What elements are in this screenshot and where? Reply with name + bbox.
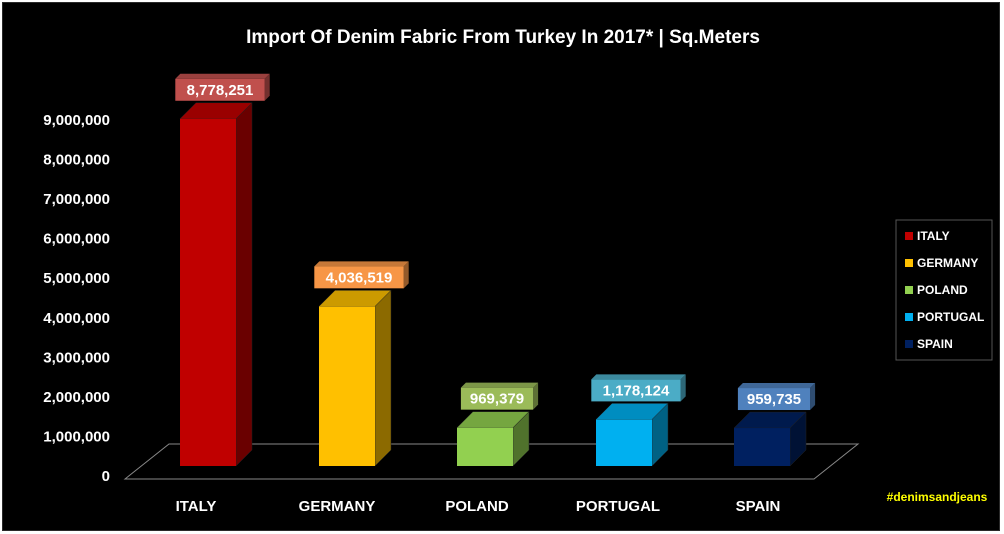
data-label-box: [460, 387, 534, 410]
data-label-poland: 969,379: [460, 382, 539, 410]
data-label-box-top: [314, 261, 409, 267]
bar-portugal: 1,178,124: [591, 374, 686, 467]
data-label-box: [737, 388, 811, 411]
bar-side-face: [235, 102, 253, 467]
y-tick-label: 7,000,000: [43, 191, 110, 208]
legend-entry: PORTUGAL: [917, 310, 984, 324]
bar-poland: 969,379: [456, 382, 539, 467]
y-tick-label: 4,000,000: [43, 310, 110, 327]
data-label-box: [175, 78, 265, 101]
data-label-text: 8,778,251: [187, 82, 254, 99]
data-label-box: [314, 266, 404, 289]
y-tick-label: 0: [102, 468, 110, 485]
legend-swatch: [905, 232, 913, 240]
data-label-box-edge: [680, 374, 686, 402]
chart-title: Import Of Denim Fabric From Turkey In 20…: [246, 27, 760, 48]
legend: ITALY GERMANY POLAND PORTUGAL SPAIN: [895, 219, 993, 361]
bar-italy: 8,778,251: [175, 73, 270, 467]
y-tick-label: 2,000,000: [43, 389, 110, 406]
data-label-box-top: [175, 73, 270, 79]
data-label-box-top: [591, 374, 686, 380]
data-label-spain: 959,735: [737, 383, 816, 411]
legend-entry: ITALY: [917, 229, 950, 243]
bar-front-face: [180, 118, 236, 466]
data-label-box-edge: [264, 73, 270, 101]
data-label-box-edge: [533, 382, 539, 410]
data-label-box-top: [460, 382, 539, 388]
data-label-text: 1,178,124: [603, 382, 670, 399]
legend-swatch: [905, 259, 913, 267]
data-label-text: 959,735: [747, 391, 801, 408]
hashtag-annotation: #denimsandjeans: [887, 490, 988, 504]
data-label-germany: 4,036,519: [314, 261, 409, 289]
x-tick-label: ITALY: [176, 498, 217, 515]
y-tick-label: 8,000,000: [43, 152, 110, 169]
data-label-portugal: 1,178,124: [591, 374, 686, 402]
data-label-italy: 8,778,251: [175, 73, 270, 101]
y-tick-label: 3,000,000: [43, 349, 110, 366]
data-label-box: [591, 379, 681, 402]
y-axis: 0 1,000,000 2,000,000 3,000,000 4,000,000 5,0…: [43, 112, 110, 485]
legend-entry: GERMANY: [917, 256, 978, 270]
y-tick-label: 9,000,000: [43, 112, 110, 129]
bar-front-face: [319, 306, 375, 466]
x-axis: ITALY GERMANY POLAND PORTUGAL SPAIN: [176, 498, 781, 515]
bar-chart: Import Of Denim Fabric From Turkey In 20…: [43, 27, 993, 515]
bar-germany: 4,036,519: [314, 261, 409, 467]
legend-entry: POLAND: [917, 283, 968, 297]
y-tick-label: 5,000,000: [43, 270, 110, 287]
data-label-box-edge: [403, 261, 409, 289]
x-tick-label: SPAIN: [736, 498, 781, 515]
bar-side-face: [374, 289, 392, 467]
data-label-text: 4,036,519: [326, 269, 393, 286]
y-tick-label: 6,000,000: [43, 231, 110, 248]
bar-front-face: [734, 428, 790, 466]
x-tick-label: POLAND: [445, 498, 509, 515]
data-label-box-top: [737, 383, 816, 389]
legend-swatch: [905, 313, 913, 321]
bar-front-face: [457, 427, 513, 466]
data-label-box-edge: [810, 383, 816, 411]
legend-entry: SPAIN: [917, 337, 953, 351]
data-label-text: 969,379: [470, 391, 524, 408]
x-tick-label: PORTUGAL: [576, 498, 660, 515]
legend-swatch: [905, 340, 913, 348]
x-tick-label: GERMANY: [299, 498, 376, 515]
legend-swatch: [905, 286, 913, 294]
y-tick-label: 1,000,000: [43, 428, 110, 445]
bar-spain: 959,735: [733, 383, 816, 467]
bars-group: 8,778,251 4,036,519 969,379 1,178,124 959,73…: [175, 73, 816, 467]
bar-front-face: [596, 419, 652, 466]
